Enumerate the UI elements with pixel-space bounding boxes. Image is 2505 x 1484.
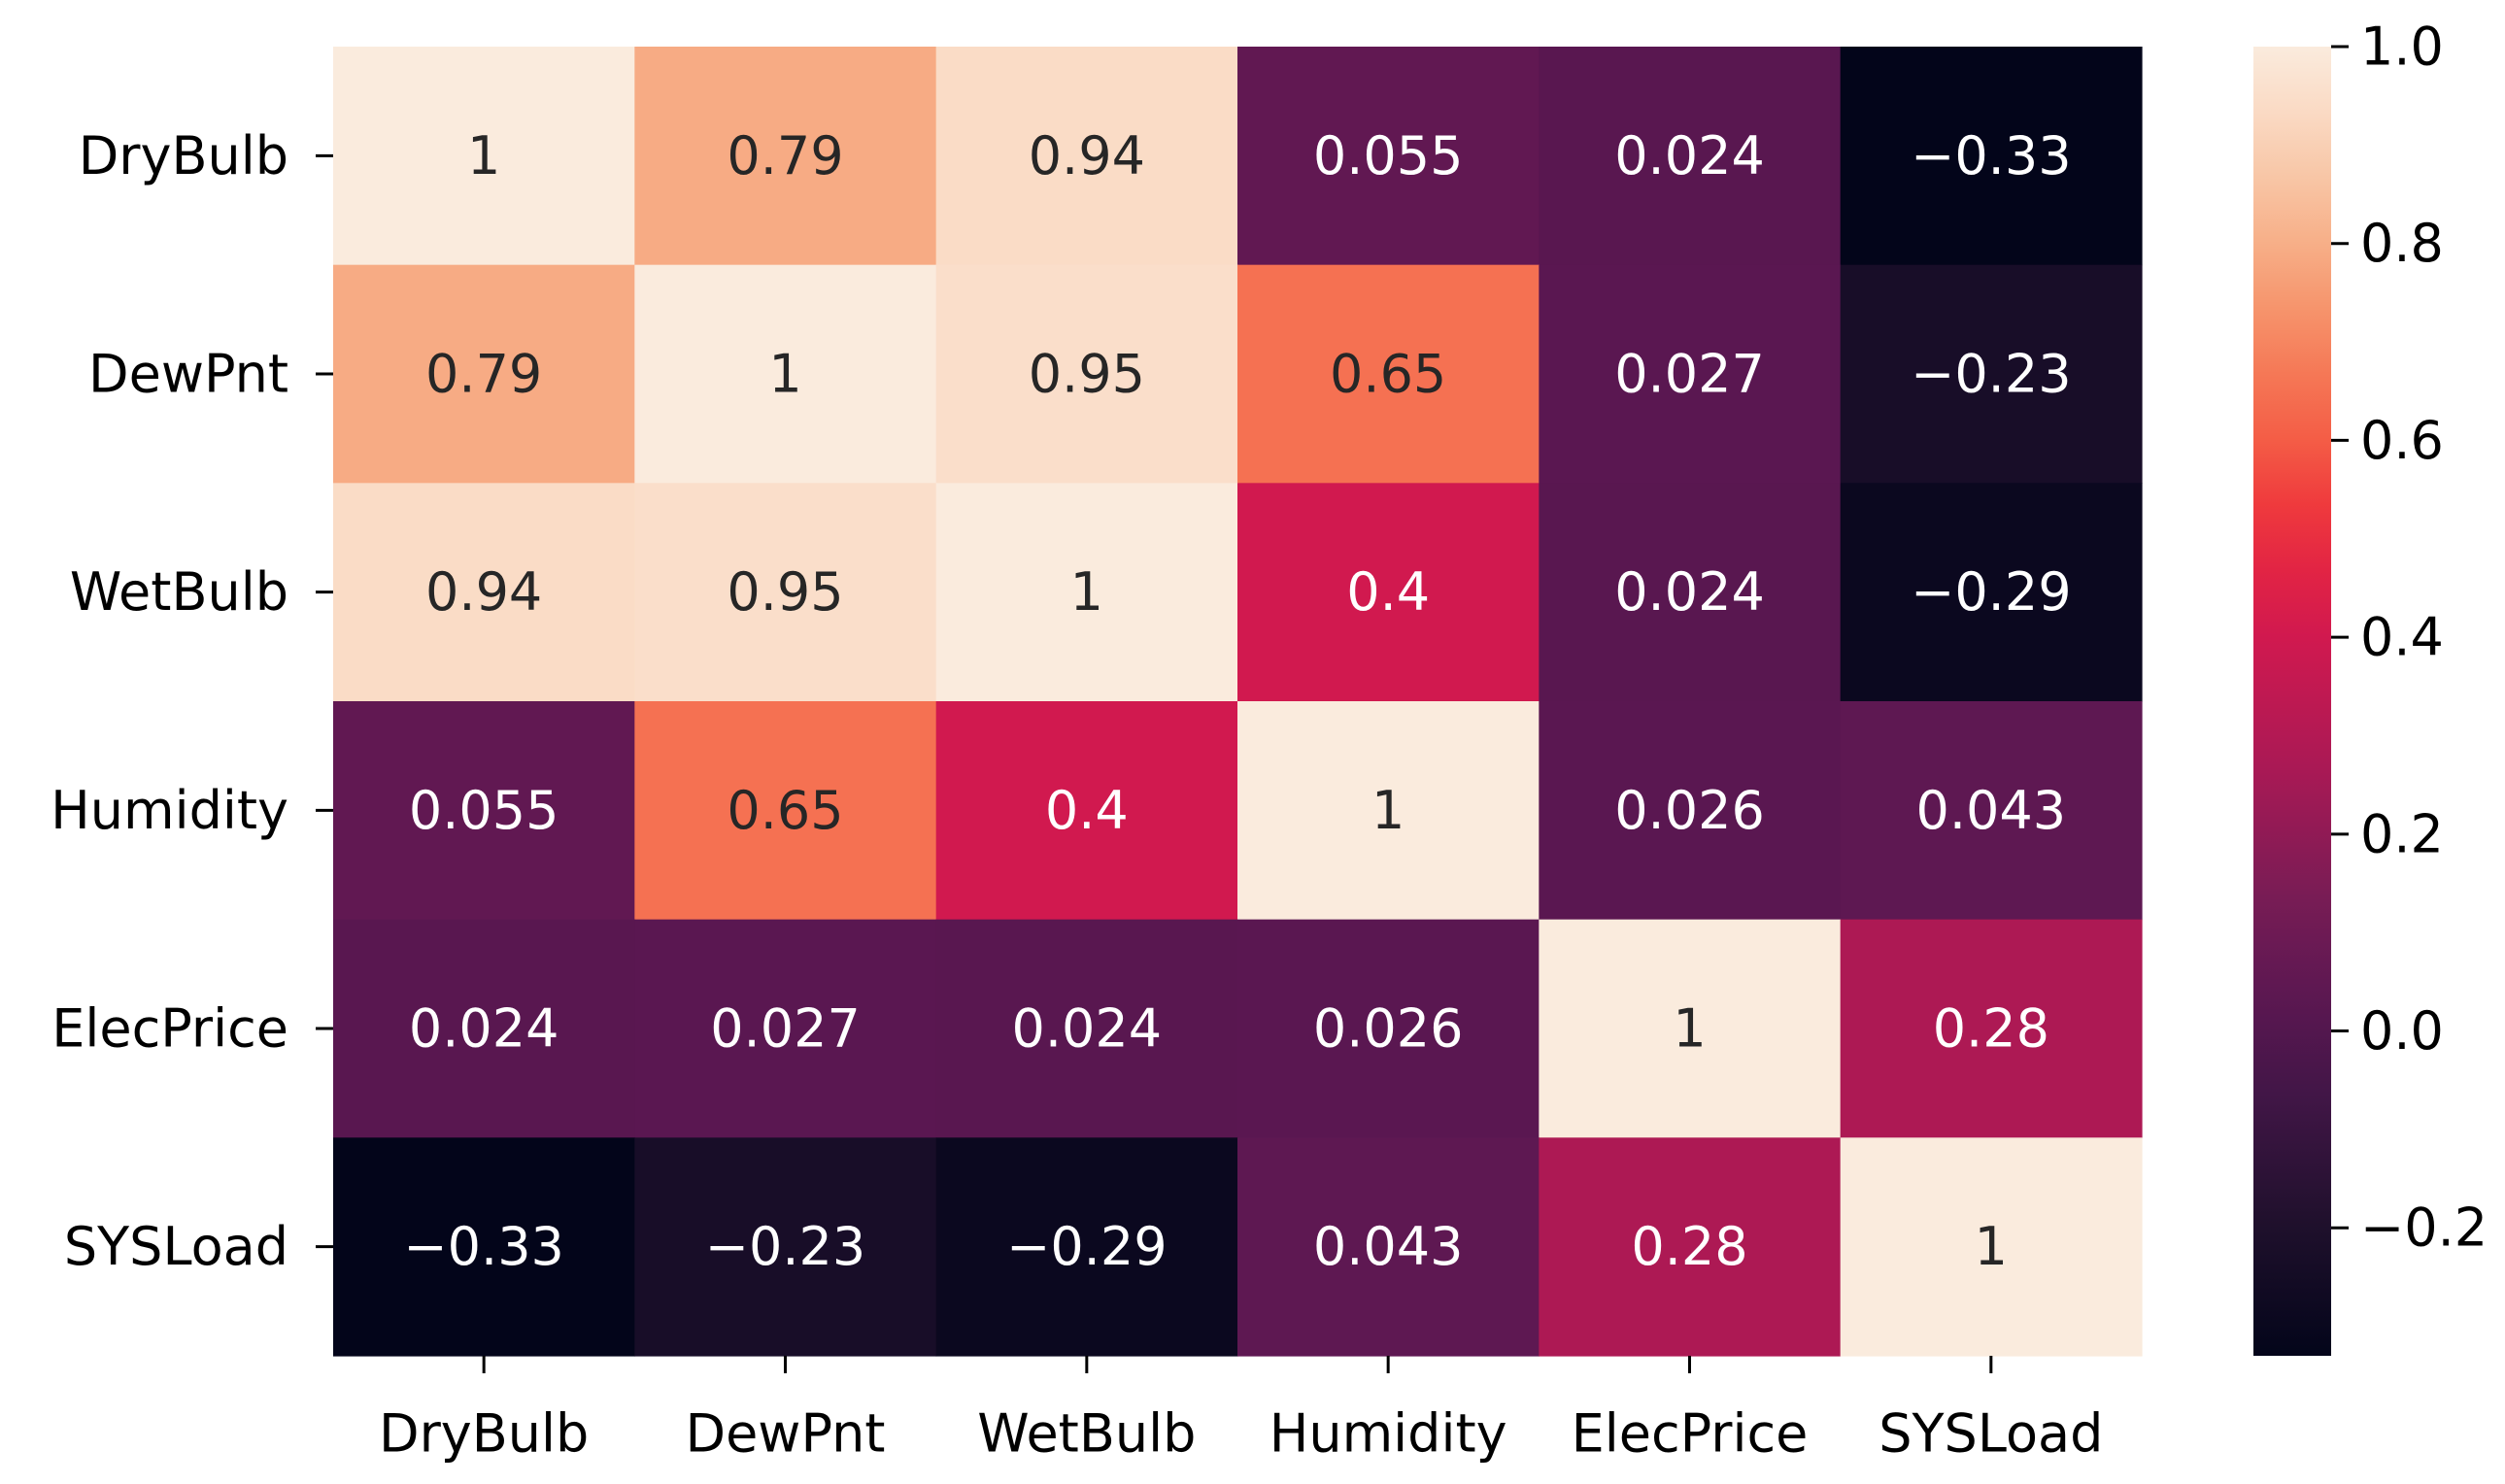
heatmap-cell — [1840, 919, 2143, 1138]
x-tick-label: SYSLoad — [1879, 1403, 2103, 1465]
cell-annotation: 1 — [1070, 561, 1103, 623]
cell-annotation: 0.027 — [1614, 344, 1765, 405]
heatmap-cell — [333, 264, 635, 484]
cell-annotation: 1 — [1975, 1216, 2008, 1277]
heatmap-cell — [1840, 264, 2143, 484]
heatmap-cell — [333, 919, 635, 1138]
x-tick-label: DryBulb — [379, 1403, 589, 1465]
x-tick-label: WetBulb — [977, 1403, 1196, 1465]
cell-annotation: 0.95 — [727, 561, 843, 623]
cell-annotation: 0.024 — [1614, 125, 1765, 186]
cell-annotation: −0.23 — [705, 1216, 865, 1277]
heatmap-cell — [935, 1137, 1238, 1357]
colorbar-tick-label: 0.2 — [2360, 803, 2444, 864]
y-tick-label: Humidity — [51, 780, 288, 841]
cell-annotation: 0.4 — [1346, 561, 1430, 623]
cell-annotation: 1 — [1371, 780, 1405, 841]
heatmap-cell — [1539, 1137, 1842, 1357]
heatmap-cell — [1539, 919, 1842, 1138]
heatmap-cell — [1237, 701, 1540, 921]
x-axis: DryBulb DewPnt WetBulb Humidity ElecPrice SYS… — [379, 1356, 2103, 1465]
heatmap-cell — [1237, 919, 1540, 1138]
heatmap-cell — [634, 1137, 937, 1357]
heatmap-cell — [1539, 47, 1842, 266]
y-tick-label: ElecPrice — [51, 998, 288, 1060]
cell-annotation: 0.024 — [1012, 998, 1163, 1060]
cell-annotation: −0.29 — [1911, 561, 2071, 623]
heatmap-cell — [333, 1137, 635, 1357]
cell-annotation: −0.29 — [1006, 1216, 1167, 1277]
heatmap-cell — [1539, 483, 1842, 702]
cell-annotation: 0.055 — [1313, 125, 1464, 186]
heatmap-cell — [935, 483, 1238, 702]
heatmap-cell — [333, 47, 635, 266]
cell-annotation: 0.027 — [710, 998, 861, 1060]
heatmap-cell — [634, 47, 937, 266]
cell-annotation: 0.95 — [1029, 344, 1145, 405]
cell-annotation: −0.33 — [403, 1216, 563, 1277]
cell-annotation: 0.65 — [727, 780, 843, 841]
cell-annotation: 0.055 — [409, 780, 559, 841]
colorbar-tick-label: 0.0 — [2360, 1000, 2444, 1062]
x-tick-label: ElecPrice — [1572, 1403, 1809, 1465]
heatmap-cell — [333, 483, 635, 702]
heatmap-cell — [1539, 264, 1842, 484]
cell-annotation: 0.026 — [1313, 998, 1464, 1060]
colorbar-tick-label: 0.8 — [2360, 213, 2444, 274]
heatmap-cell — [634, 701, 937, 921]
heatmap-cell — [634, 483, 937, 702]
heatmap-annotations: 1 0.79 0.94 0.055 0.024 −0.33 0.79 1 0.95 0.65 0.0… — [403, 125, 2071, 1277]
heatmap-cell — [1237, 264, 1540, 484]
cell-annotation: 0.94 — [425, 561, 542, 623]
cell-annotation: 0.79 — [727, 125, 843, 186]
cell-annotation: 1 — [467, 125, 500, 186]
cell-annotation: 1 — [1673, 998, 1706, 1060]
cell-annotation: 0.94 — [1029, 125, 1145, 186]
y-tick-label: DewPnt — [88, 344, 288, 405]
y-tick-label: WetBulb — [70, 561, 288, 623]
cell-annotation: 0.4 — [1045, 780, 1129, 841]
colorbar-tick-label: −0.2 — [2360, 1197, 2488, 1259]
cell-annotation: 0.024 — [1614, 561, 1765, 623]
cell-annotation: −0.33 — [1911, 125, 2071, 186]
heatmap-cell — [634, 919, 937, 1138]
cell-annotation: 0.043 — [1313, 1216, 1464, 1277]
cell-annotation: 0.28 — [1933, 998, 2049, 1060]
colorbar-tick-label: 1.0 — [2360, 17, 2444, 78]
heatmap-cell — [634, 264, 937, 484]
cell-annotation: 0.28 — [1631, 1216, 1747, 1277]
cell-annotation: 1 — [768, 344, 801, 405]
colorbar-gradient — [2253, 47, 2331, 1356]
heatmap-cell — [1237, 47, 1540, 266]
heatmap-cell — [935, 701, 1238, 921]
colorbar-tick-label: 0.4 — [2360, 607, 2444, 668]
heatmap-cell — [1840, 47, 2143, 266]
heatmap-cell — [1237, 483, 1540, 702]
y-tick-label: SYSLoad — [64, 1216, 288, 1277]
heatmap-cell — [935, 919, 1238, 1138]
cell-annotation: 0.65 — [1330, 344, 1446, 405]
colorbar: 1.0 0.8 0.6 0.4 0.2 0.0 −0.2 — [2253, 17, 2488, 1356]
cell-annotation: 0.026 — [1614, 780, 1765, 841]
heatmap-cell — [935, 264, 1238, 484]
cell-annotation: −0.23 — [1911, 344, 2071, 405]
heatmap-cell — [1237, 1137, 1540, 1357]
x-tick-label: DewPnt — [686, 1403, 886, 1465]
heatmap-cells — [333, 47, 2143, 1357]
x-tick-label: Humidity — [1269, 1403, 1507, 1465]
heatmap-cell — [1840, 1137, 2143, 1357]
cell-annotation: 0.043 — [1916, 780, 2067, 841]
cell-annotation: 0.024 — [409, 998, 559, 1060]
heatmap-cell — [333, 701, 635, 921]
heatmap-cell — [1840, 483, 2143, 702]
heatmap-cell — [1539, 701, 1842, 921]
y-axis: DryBulb DewPnt WetBulb Humidity ElecPrice SYS… — [51, 125, 333, 1277]
heatmap-cell — [1840, 701, 2143, 921]
y-tick-label: DryBulb — [79, 125, 288, 186]
colorbar-tick-label: 0.6 — [2360, 410, 2444, 471]
cell-annotation: 0.79 — [425, 344, 542, 405]
heatmap-cell — [935, 47, 1238, 266]
